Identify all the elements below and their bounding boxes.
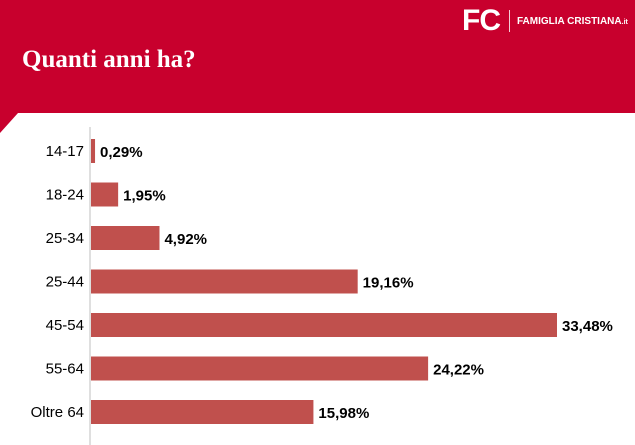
category-label: 14-17	[46, 143, 84, 160]
value-label: 19,16%	[363, 275, 414, 292]
bar	[91, 269, 358, 294]
bar	[91, 226, 160, 250]
value-label: 24,22%	[433, 362, 484, 379]
category-label: 45-54	[46, 317, 84, 334]
logo-separator	[509, 10, 510, 32]
category-label: Oltre 64	[31, 404, 84, 421]
chart-title: Quanti anni ha?	[22, 46, 196, 73]
bar	[91, 400, 314, 424]
category-label: 18-24	[46, 187, 84, 204]
bar-chart: 14-17 0,29% 18-24 1,95% 25-34 4,92% 25-44 19,16…	[31, 127, 613, 445]
bar	[91, 139, 96, 163]
logo-text: FAMIGLIA CRISTIANA.it	[517, 15, 628, 27]
famiglia-cristiana-logo[interactable]: FC FAMIGLIA CRISTIANA.it	[462, 6, 628, 36]
category-label: 25-44	[46, 274, 84, 291]
value-label: 4,92%	[164, 231, 207, 248]
bar	[91, 182, 119, 207]
header-tab-corner	[0, 113, 18, 133]
value-label: 33,48%	[562, 318, 613, 335]
logo-mark: FC	[462, 4, 501, 37]
value-label: 1,95%	[123, 188, 166, 205]
value-label: 15,98%	[318, 405, 369, 422]
chart-header: FC FAMIGLIA CRISTIANA.it Quanti anni ha?	[0, 0, 635, 113]
bar	[91, 356, 429, 381]
category-label: 55-64	[46, 361, 84, 378]
category-label: 25-34	[46, 230, 84, 247]
value-label: 0,29%	[100, 144, 143, 161]
bar	[91, 313, 557, 337]
